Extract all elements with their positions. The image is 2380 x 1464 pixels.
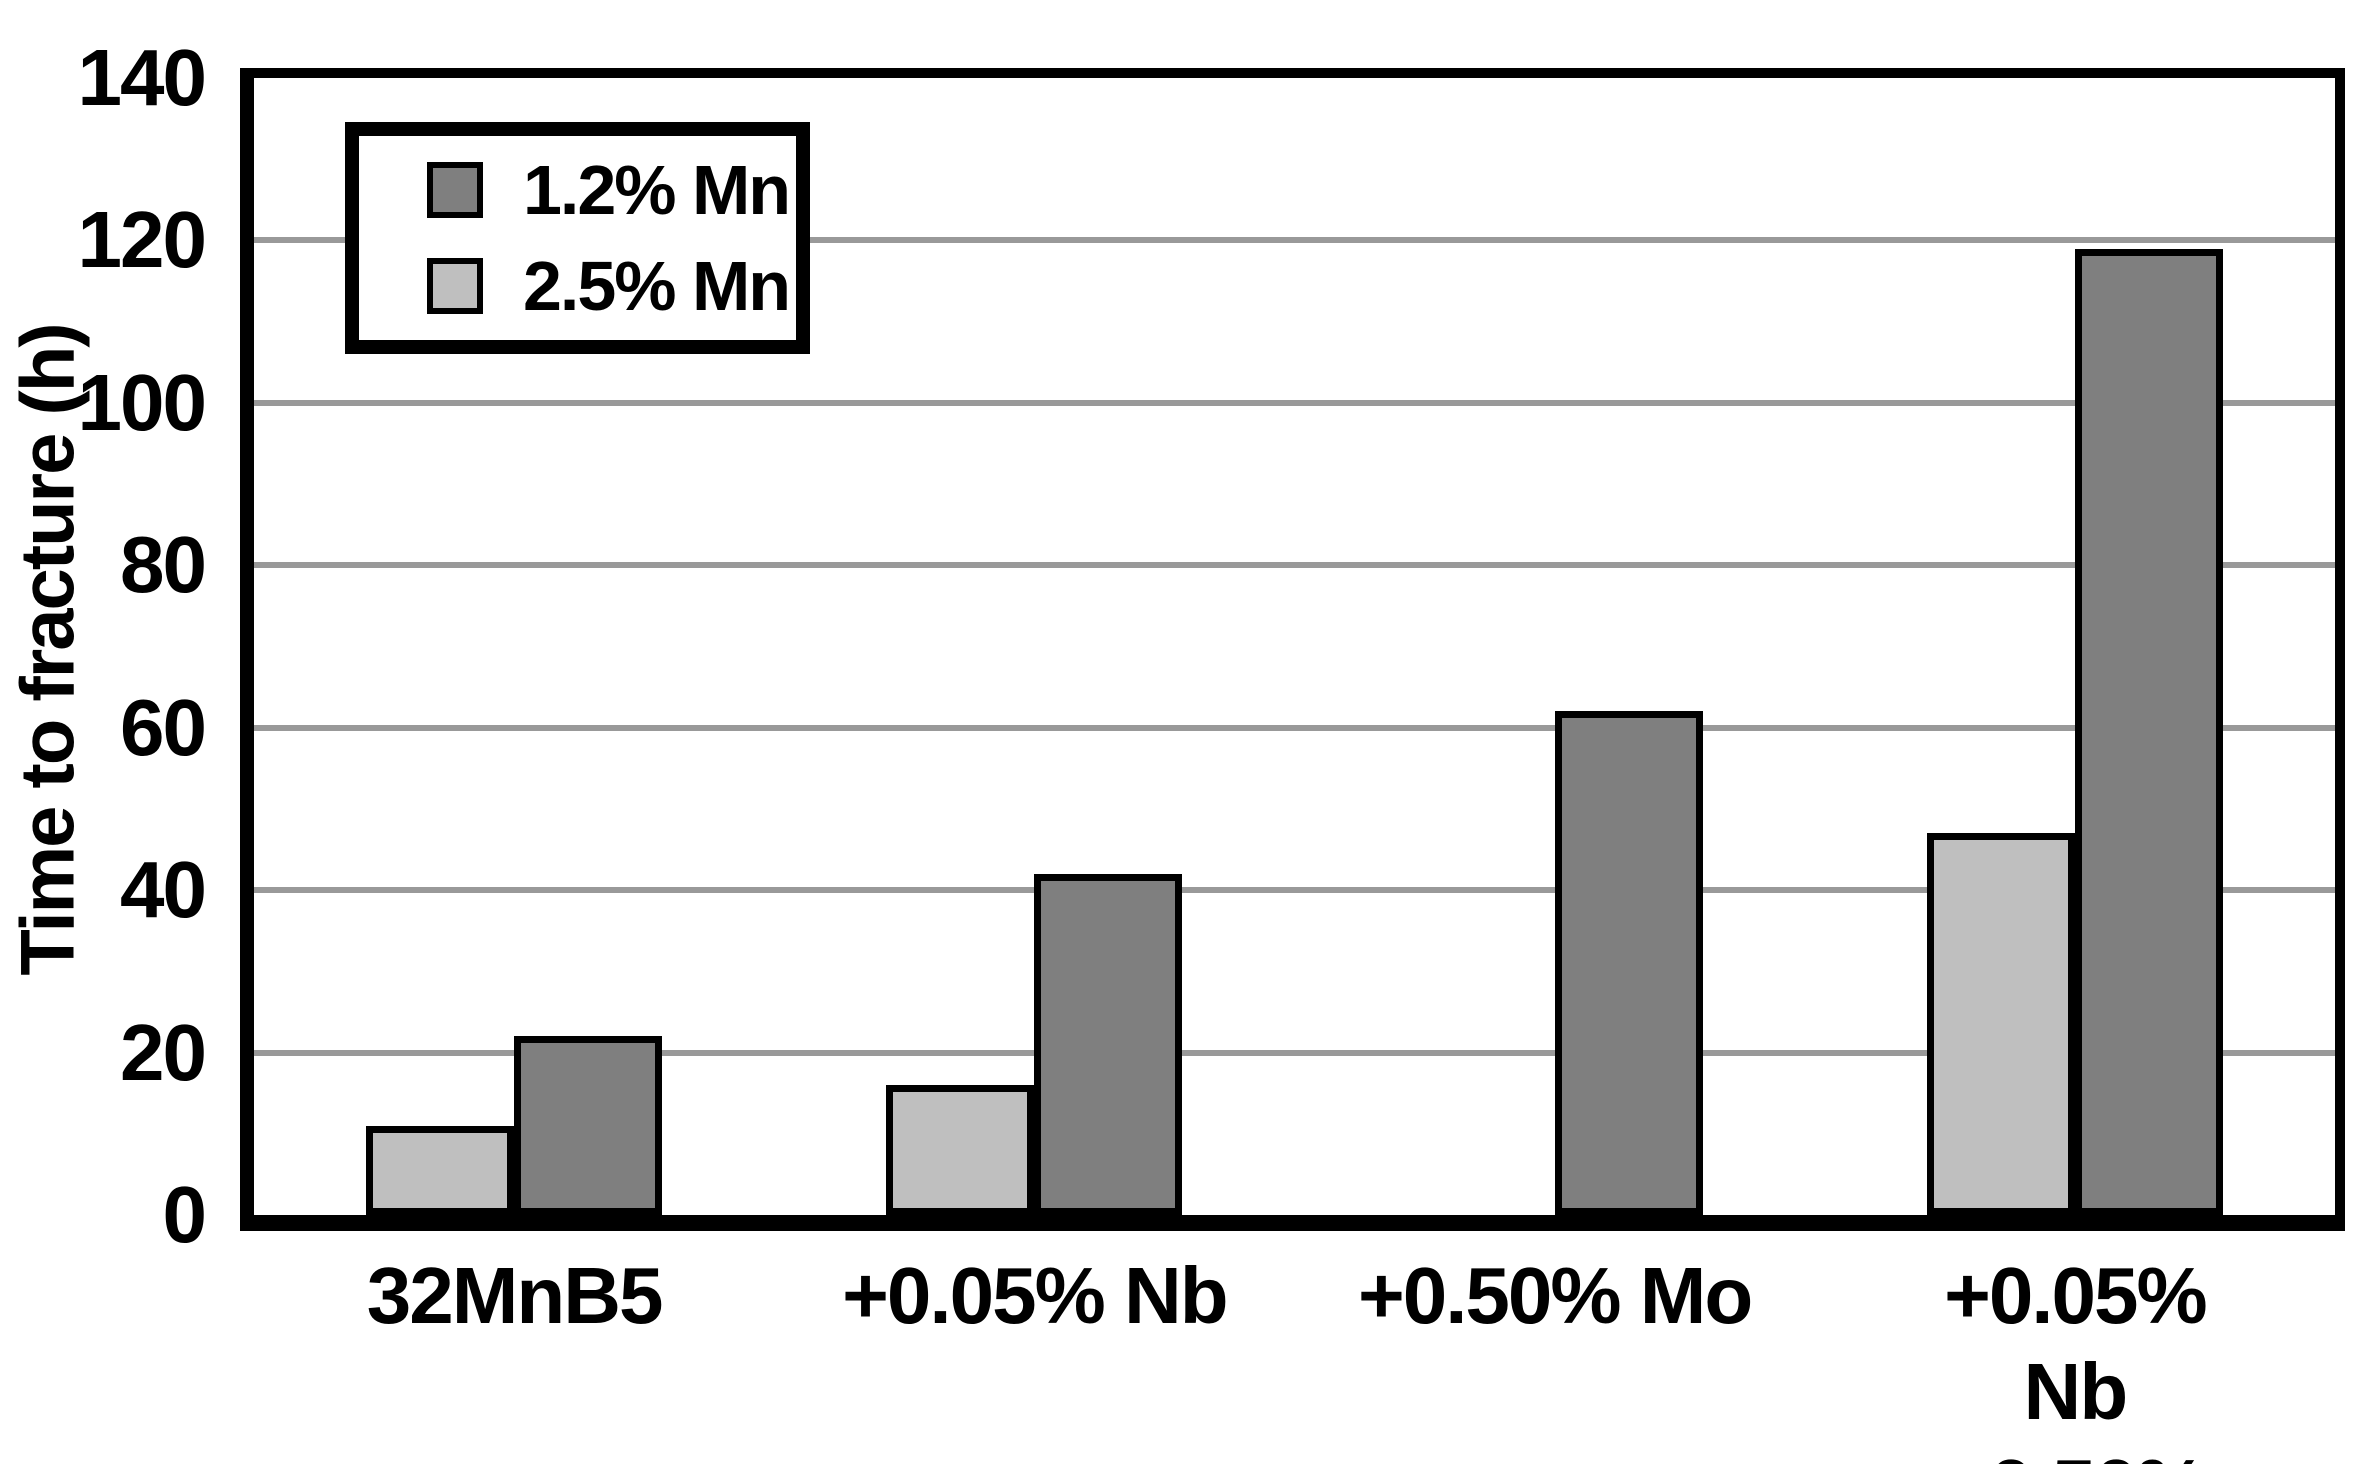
y-tick-label: 80	[120, 520, 207, 610]
gridline	[254, 237, 2335, 244]
legend: 1.2% Mn 2.5% Mn	[345, 122, 810, 354]
y-tick-label: 20	[120, 1007, 207, 1097]
bar-1-2-mn	[1554, 711, 1703, 1215]
gridline	[254, 887, 2335, 894]
legend-label-25-mn: 2.5% Mn	[523, 247, 791, 325]
y-tick-label: 40	[120, 845, 207, 935]
y-tick-label: 140	[77, 33, 207, 122]
x-category-label: +0.05% Nb +0.50% Mo	[1944, 1251, 2208, 1464]
y-tick-label: 120	[77, 195, 207, 285]
y-tick-label: 100	[77, 357, 207, 447]
bar-1-2-mn	[1034, 873, 1183, 1215]
y-tick-label: 0	[162, 1170, 208, 1259]
gridline	[254, 562, 2335, 569]
bar-2-5-mn	[366, 1125, 515, 1215]
gridline	[254, 724, 2335, 731]
x-category-label: 32MnB5	[366, 1251, 664, 1340]
legend-label-12-mn: 1.2% Mn	[523, 151, 791, 229]
x-category-label: +0.05% Nb	[842, 1251, 1228, 1340]
bar-1-2-mn	[514, 1036, 663, 1215]
y-tick-label: 60	[120, 682, 207, 772]
legend-swatch-25-mn	[427, 258, 483, 314]
x-category-label: +0.50% Mo	[1357, 1251, 1753, 1340]
legend-item-25-mn: 2.5% Mn	[427, 251, 796, 321]
bar-2-5-mn	[886, 1085, 1035, 1215]
plot-area	[240, 68, 2345, 1231]
gridline	[254, 1049, 2335, 1056]
legend-item-12-mn: 1.2% Mn	[427, 155, 796, 225]
bar-2-5-mn	[1926, 833, 2075, 1215]
bar-1-2-mn	[2074, 248, 2223, 1215]
gridline	[254, 399, 2335, 406]
legend-swatch-12-mn	[427, 162, 483, 218]
